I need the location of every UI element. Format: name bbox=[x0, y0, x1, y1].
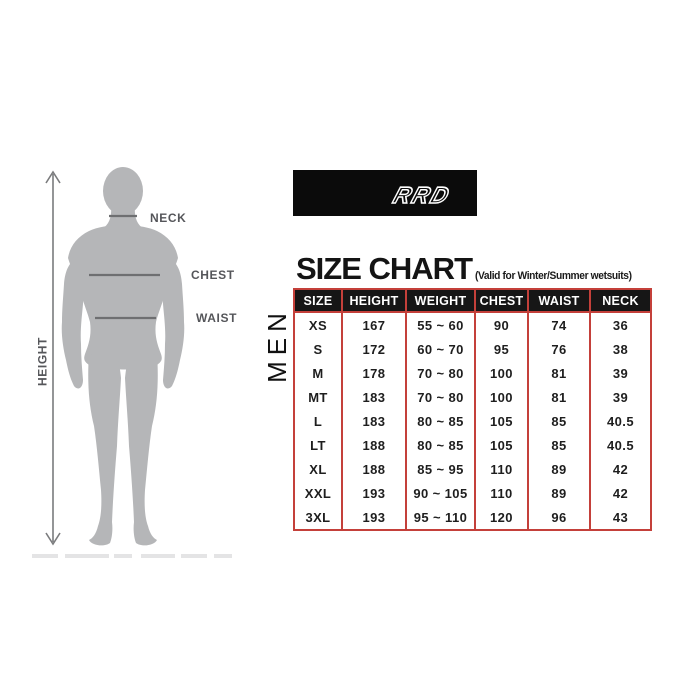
value-cell: 36 bbox=[589, 312, 652, 337]
column-header: WEIGHT bbox=[405, 289, 476, 313]
page-subtitle: (Valid for Winter/Summer wetsuits) bbox=[475, 270, 632, 282]
value-cell: 90 ~ 105 bbox=[405, 481, 476, 505]
silhouette-torso bbox=[68, 225, 178, 370]
value-cell: 38 bbox=[589, 337, 652, 361]
value-cell: 105 bbox=[474, 433, 529, 457]
value-cell: 55 ~ 60 bbox=[405, 312, 476, 337]
value-cell: 96 bbox=[527, 505, 591, 530]
gender-label-men: MEN bbox=[262, 307, 292, 383]
table-row: S 172 60 ~ 70 95 76 38 bbox=[293, 337, 652, 361]
value-cell: 120 bbox=[474, 505, 529, 530]
male-silhouette bbox=[61, 167, 185, 546]
value-cell: 193 bbox=[341, 505, 407, 530]
table-row: M 178 70 ~ 80 100 81 39 bbox=[293, 361, 652, 385]
header-row: SIZE HEIGHT WEIGHT CHEST WAIST NECK bbox=[293, 289, 652, 313]
height-label: HEIGHT bbox=[35, 337, 50, 386]
page-title: SIZE CHART bbox=[296, 251, 473, 286]
size-cell: S bbox=[293, 337, 343, 361]
rrd-logo-icon: RRD bbox=[389, 182, 455, 209]
size-cell: LT bbox=[293, 433, 343, 457]
value-cell: 42 bbox=[589, 457, 652, 481]
value-cell: 40.5 bbox=[589, 409, 652, 433]
value-cell: 89 bbox=[527, 457, 591, 481]
silhouette-left-leg bbox=[88, 353, 121, 546]
size-cell: XL bbox=[293, 457, 343, 481]
column-header: SIZE bbox=[293, 289, 343, 313]
value-cell: 74 bbox=[527, 312, 591, 337]
value-cell: 43 bbox=[589, 505, 652, 530]
silhouette-right-leg bbox=[125, 353, 158, 546]
value-cell: 95 bbox=[474, 337, 529, 361]
rrd-logo-text: RRD bbox=[390, 183, 454, 208]
size-cell: L bbox=[293, 409, 343, 433]
table-row: LT 188 80 ~ 85 105 85 40.5 bbox=[293, 433, 652, 457]
table-row: XL 188 85 ~ 95 110 89 42 bbox=[293, 457, 652, 481]
value-cell: 60 ~ 70 bbox=[405, 337, 476, 361]
column-header: HEIGHT bbox=[341, 289, 407, 313]
value-cell: 90 bbox=[474, 312, 529, 337]
value-cell: 81 bbox=[527, 361, 591, 385]
column-header: NECK bbox=[589, 289, 652, 313]
table-row: L 183 80 ~ 85 105 85 40.5 bbox=[293, 409, 652, 433]
table-row: XXL 193 90 ~ 105 110 89 42 bbox=[293, 481, 652, 505]
table-row: MT 183 70 ~ 80 100 81 39 bbox=[293, 385, 652, 409]
value-cell: 39 bbox=[589, 361, 652, 385]
value-cell: 100 bbox=[474, 385, 529, 409]
value-cell: 89 bbox=[527, 481, 591, 505]
waist-label: WAIST bbox=[196, 311, 237, 325]
value-cell: 183 bbox=[341, 385, 407, 409]
height-arrow-icon bbox=[45, 170, 61, 546]
size-cell: MT bbox=[293, 385, 343, 409]
neck-label: NECK bbox=[150, 211, 187, 225]
value-cell: 105 bbox=[474, 409, 529, 433]
value-cell: 172 bbox=[341, 337, 407, 361]
value-cell: 39 bbox=[589, 385, 652, 409]
column-header: CHEST bbox=[474, 289, 529, 313]
value-cell: 110 bbox=[474, 481, 529, 505]
column-header: WAIST bbox=[527, 289, 591, 313]
size-table-header: SIZE HEIGHT WEIGHT CHEST WAIST NECK bbox=[293, 289, 652, 313]
brand-banner: RRD bbox=[293, 170, 477, 216]
size-cell: XS bbox=[293, 312, 343, 337]
value-cell: 85 bbox=[527, 433, 591, 457]
table-row: XS 167 55 ~ 60 90 74 36 bbox=[293, 312, 652, 337]
size-table-body: XS 167 55 ~ 60 90 74 36 S 172 60 ~ 70 95 76 38 M 178 7… bbox=[293, 312, 652, 530]
size-cell: 3XL bbox=[293, 505, 343, 530]
value-cell: 81 bbox=[527, 385, 591, 409]
value-cell: 167 bbox=[341, 312, 407, 337]
value-cell: 40.5 bbox=[589, 433, 652, 457]
value-cell: 100 bbox=[474, 361, 529, 385]
chest-label: CHEST bbox=[191, 268, 235, 282]
value-cell: 188 bbox=[341, 433, 407, 457]
value-cell: 193 bbox=[341, 481, 407, 505]
value-cell: 183 bbox=[341, 409, 407, 433]
size-cell: M bbox=[293, 361, 343, 385]
value-cell: 188 bbox=[341, 457, 407, 481]
value-cell: 80 ~ 85 bbox=[405, 409, 476, 433]
title-row: SIZE CHART (Valid for Winter/Summer wets… bbox=[296, 251, 676, 285]
size-cell: XXL bbox=[293, 481, 343, 505]
value-cell: 85 ~ 95 bbox=[405, 457, 476, 481]
value-cell: 70 ~ 80 bbox=[405, 361, 476, 385]
value-cell: 80 ~ 85 bbox=[405, 433, 476, 457]
value-cell: 110 bbox=[474, 457, 529, 481]
value-cell: 76 bbox=[527, 337, 591, 361]
value-cell: 70 ~ 80 bbox=[405, 385, 476, 409]
size-table: SIZE HEIGHT WEIGHT CHEST WAIST NECK XS 167 55 ~… bbox=[293, 288, 652, 531]
silhouette-right-arm bbox=[161, 258, 185, 389]
value-cell: 95 ~ 110 bbox=[405, 505, 476, 530]
value-cell: 85 bbox=[527, 409, 591, 433]
table-row: 3XL 193 95 ~ 110 120 96 43 bbox=[293, 505, 652, 530]
value-cell: 42 bbox=[589, 481, 652, 505]
male-silhouette-illustration bbox=[32, 167, 232, 558]
value-cell: 178 bbox=[341, 361, 407, 385]
silhouette-left-arm bbox=[61, 258, 85, 389]
